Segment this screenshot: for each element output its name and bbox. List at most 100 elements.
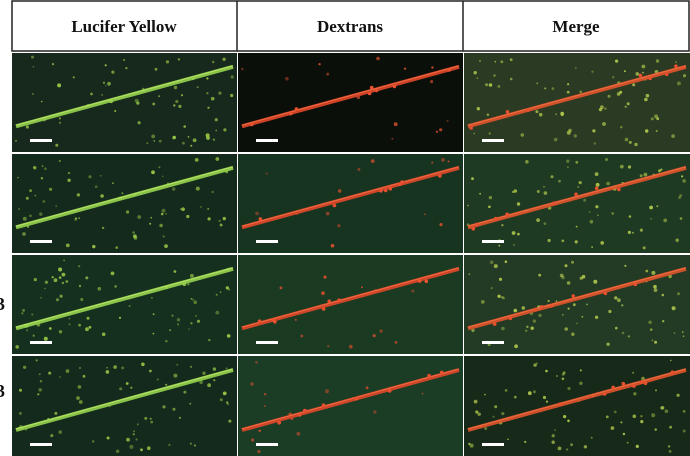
cell-dot: [513, 189, 518, 193]
dye-spot: [427, 373, 431, 378]
cell-dot: [673, 332, 676, 334]
cell-dot: [172, 407, 176, 411]
cell-dot: [557, 446, 562, 451]
cell-dot: [468, 442, 471, 445]
cell-dot: [43, 336, 48, 341]
cell-dot: [156, 378, 159, 381]
dye-spot: [632, 384, 636, 388]
cell-dot: [206, 92, 209, 95]
cell-dot: [134, 98, 139, 103]
cell-dot: [39, 212, 43, 216]
cell-dot: [660, 406, 663, 410]
dye-spot: [400, 180, 404, 184]
cell-dot: [175, 99, 179, 104]
cell-dot: [611, 212, 614, 215]
cell-dot: [641, 64, 646, 69]
cell-dot: [667, 445, 671, 448]
cell-dot: [393, 122, 398, 127]
cell-dot: [141, 362, 145, 367]
image-grid: [12, 53, 690, 456]
cell-dot: [650, 217, 652, 220]
cell-dot: [642, 246, 646, 250]
cell-dot: [671, 306, 676, 311]
cell-dot: [192, 298, 195, 301]
cell-dot: [44, 287, 46, 290]
cell-dot: [583, 198, 587, 202]
cell-dot: [513, 395, 517, 399]
cell-dot: [173, 104, 176, 107]
cell-dot: [178, 416, 181, 419]
cell-dot: [624, 264, 627, 267]
cell-dot: [620, 421, 623, 424]
cell-dot: [205, 133, 210, 138]
cell-dot: [215, 293, 218, 296]
column-header: Dextrans: [317, 17, 383, 36]
cell-dot: [661, 293, 665, 297]
dye-spot: [533, 307, 538, 312]
dye-spot: [332, 203, 337, 208]
cell-dot: [632, 372, 634, 374]
cell-dot: [187, 136, 190, 138]
cell-dot: [196, 86, 199, 89]
cell-dot: [571, 260, 574, 264]
cell-dot: [555, 300, 558, 302]
cell-dot: [632, 231, 634, 234]
cell-dot: [300, 334, 304, 338]
cell-dot: [669, 425, 672, 429]
cell-dot: [627, 230, 632, 234]
dye-spot: [611, 385, 615, 390]
scrape-line-core: [467, 267, 687, 328]
cell-dot: [536, 218, 540, 223]
cell-dot: [567, 83, 570, 86]
scrape-line-core: [15, 267, 234, 328]
cell-dot: [651, 270, 656, 275]
cell-dot: [562, 371, 566, 374]
cell-dot: [468, 273, 471, 276]
cell-dot: [31, 55, 34, 59]
cell-dot: [325, 211, 330, 216]
cell-dot: [195, 315, 197, 317]
cell-dot: [218, 219, 221, 222]
cell-dot: [146, 142, 149, 145]
cell-dot: [473, 399, 478, 404]
dye-spot: [294, 107, 299, 111]
cell-dot: [520, 133, 525, 137]
dye-spot: [354, 397, 359, 401]
cell-dot: [435, 130, 439, 133]
cell-dot: [104, 84, 107, 87]
cell-dot: [484, 427, 488, 430]
cell-dot: [654, 428, 657, 431]
cell-dot: [128, 304, 131, 308]
cell-dot: [682, 74, 687, 78]
cell-dot: [525, 160, 529, 164]
cell-dot: [547, 238, 551, 243]
cell-dot: [41, 165, 44, 168]
cell-dot: [55, 205, 58, 208]
cell-dot: [44, 280, 49, 284]
scrape-line-core: [467, 368, 687, 430]
dye-spot: [540, 305, 544, 309]
cell-dot: [614, 296, 618, 300]
cell-dot: [162, 235, 165, 238]
cell-dot: [214, 118, 218, 122]
scale-bar: [30, 341, 52, 344]
cell-dot: [255, 361, 258, 364]
micrograph: [238, 53, 463, 152]
cell-dot: [165, 383, 168, 386]
cell-dot: [619, 164, 624, 169]
micrograph: [12, 154, 237, 253]
cell-dot: [189, 273, 194, 278]
cell-dot: [180, 94, 184, 97]
cell-dot: [51, 276, 54, 279]
cell-dot: [58, 267, 63, 272]
cell-dot: [114, 110, 117, 112]
cell-dot: [26, 329, 29, 332]
cell-dot: [215, 157, 220, 161]
scrape-line-core: [15, 368, 234, 430]
scale-bar: [482, 240, 504, 243]
cell-dot: [77, 385, 82, 389]
column-header: Merge: [552, 17, 600, 36]
cell-dot: [149, 369, 152, 373]
cell-dot: [633, 392, 637, 396]
cell-dot: [446, 119, 449, 122]
